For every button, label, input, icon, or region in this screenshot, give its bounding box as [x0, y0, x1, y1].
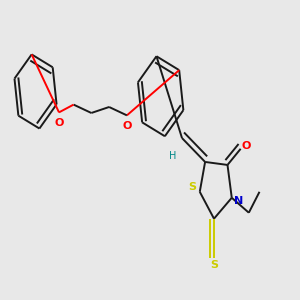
Text: N: N: [233, 196, 243, 206]
Text: S: S: [210, 260, 218, 270]
Text: O: O: [122, 121, 132, 131]
Text: H: H: [169, 151, 176, 161]
Text: S: S: [188, 182, 196, 192]
Text: O: O: [54, 118, 64, 128]
Text: O: O: [242, 141, 251, 152]
